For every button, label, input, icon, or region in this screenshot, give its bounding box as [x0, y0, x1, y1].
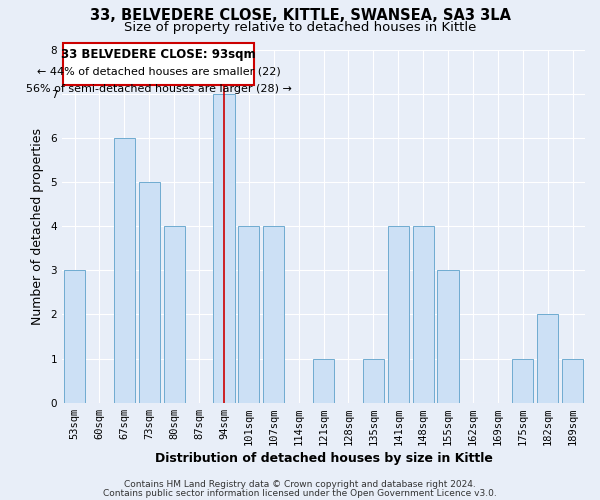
Bar — [139, 182, 160, 402]
Bar — [114, 138, 135, 402]
X-axis label: Distribution of detached houses by size in Kittle: Distribution of detached houses by size … — [155, 452, 493, 465]
Bar — [537, 314, 558, 402]
Text: 33 BELVEDERE CLOSE: 93sqm: 33 BELVEDERE CLOSE: 93sqm — [61, 48, 256, 62]
Text: 33, BELVEDERE CLOSE, KITTLE, SWANSEA, SA3 3LA: 33, BELVEDERE CLOSE, KITTLE, SWANSEA, SA… — [89, 8, 511, 22]
Bar — [437, 270, 458, 402]
FancyBboxPatch shape — [64, 43, 254, 85]
Text: 56% of semi-detached houses are larger (28) →: 56% of semi-detached houses are larger (… — [26, 84, 292, 94]
Bar — [164, 226, 185, 402]
Text: ← 44% of detached houses are smaller (22): ← 44% of detached houses are smaller (22… — [37, 66, 280, 76]
Bar — [413, 226, 434, 402]
Bar — [562, 358, 583, 403]
Text: Contains HM Land Registry data © Crown copyright and database right 2024.: Contains HM Land Registry data © Crown c… — [124, 480, 476, 489]
Bar — [313, 358, 334, 403]
Bar — [238, 226, 259, 402]
Bar — [512, 358, 533, 403]
Bar — [388, 226, 409, 402]
Bar — [64, 270, 85, 402]
Bar — [214, 94, 235, 402]
Y-axis label: Number of detached properties: Number of detached properties — [31, 128, 44, 324]
Text: Size of property relative to detached houses in Kittle: Size of property relative to detached ho… — [124, 22, 476, 35]
Text: Contains public sector information licensed under the Open Government Licence v3: Contains public sector information licen… — [103, 488, 497, 498]
Bar — [363, 358, 384, 403]
Bar — [263, 226, 284, 402]
